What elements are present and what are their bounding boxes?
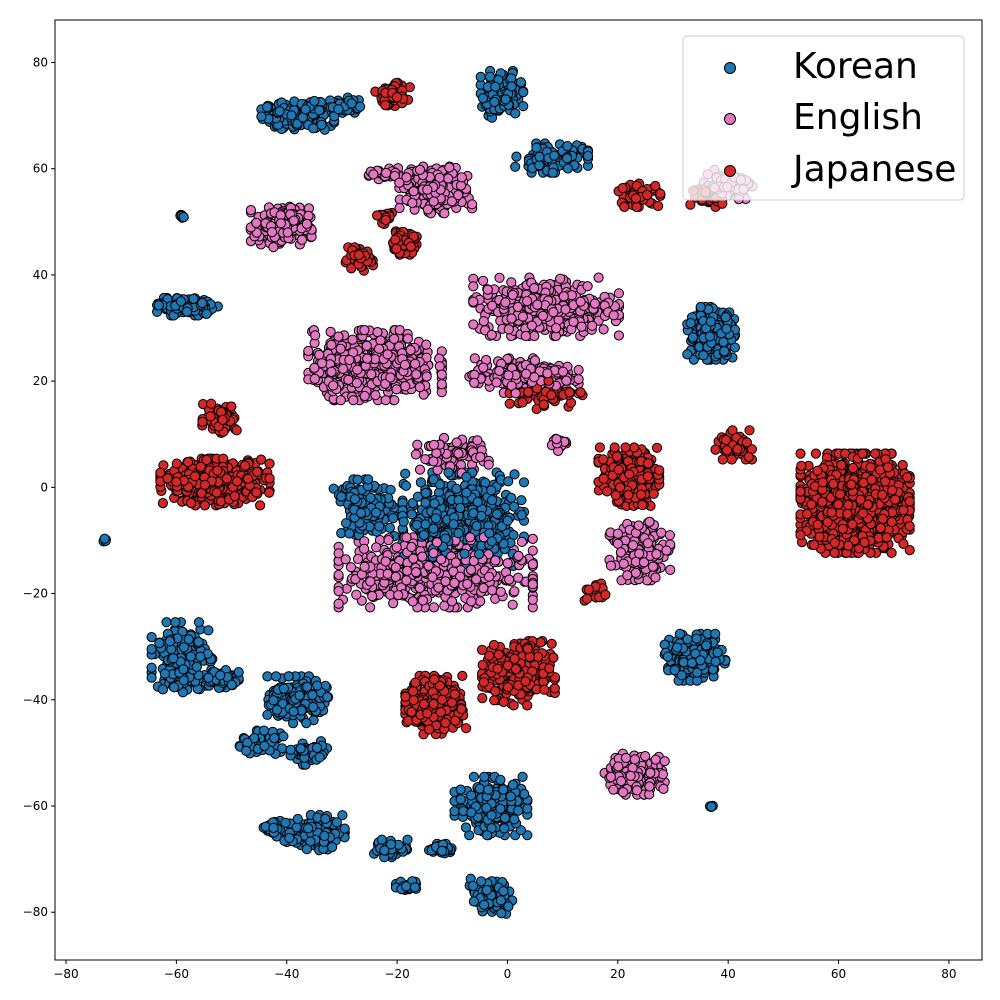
data-point-english <box>412 439 423 450</box>
data-point-japanese <box>489 695 500 706</box>
data-point-korean <box>706 801 717 812</box>
data-point-japanese <box>744 425 755 436</box>
data-point-english <box>475 596 486 607</box>
data-point-english <box>333 586 344 597</box>
data-point-korean <box>449 806 460 817</box>
data-point-korean <box>146 662 157 673</box>
data-point-japanese <box>795 448 806 459</box>
data-point-english <box>507 599 518 610</box>
data-point-english <box>527 545 538 556</box>
data-point-korean <box>262 709 273 720</box>
data-point-korean <box>468 771 479 782</box>
data-point-english <box>469 353 480 364</box>
data-point-english <box>527 594 538 605</box>
data-point-korean <box>400 468 411 479</box>
data-point-english <box>659 756 670 767</box>
data-point-korean <box>388 513 399 524</box>
data-point-japanese <box>157 498 168 509</box>
data-point-korean <box>262 671 273 682</box>
data-point-korean <box>460 822 472 833</box>
data-point-japanese <box>549 683 561 694</box>
data-point-english <box>389 395 400 406</box>
data-point-english <box>325 326 336 337</box>
data-point-japanese <box>546 638 557 649</box>
data-point-korean <box>496 908 507 919</box>
data-point-english <box>348 395 359 406</box>
data-point-korean <box>510 161 521 172</box>
data-point-english <box>365 602 376 613</box>
data-point-english <box>478 275 489 286</box>
data-point-english <box>371 542 382 553</box>
data-point-japanese <box>810 448 822 459</box>
data-point-english <box>428 602 439 613</box>
data-point-english <box>410 449 421 460</box>
data-point-english <box>494 272 505 283</box>
data-point-english <box>345 562 357 573</box>
data-point-korean <box>385 484 396 495</box>
data-point-korean <box>516 495 527 506</box>
data-point-japanese <box>581 593 593 605</box>
data-point-japanese <box>256 454 267 465</box>
data-points <box>98 65 915 919</box>
data-point-japanese <box>255 500 266 511</box>
data-point-japanese <box>477 644 488 656</box>
data-point-korean <box>193 617 205 628</box>
data-point-japanese <box>264 458 275 469</box>
data-point-english <box>613 330 625 341</box>
data-point-korean <box>428 474 439 485</box>
data-point-japanese <box>226 401 237 412</box>
data-point-japanese <box>457 670 468 682</box>
